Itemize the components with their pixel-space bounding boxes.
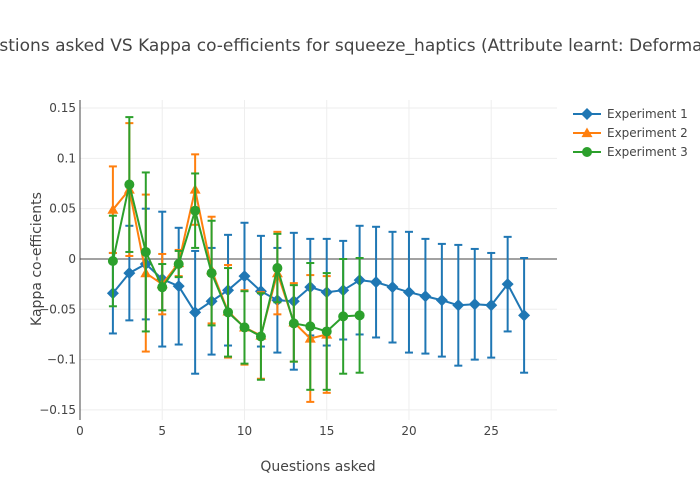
y-tick-label: 0.05 (49, 202, 76, 216)
legend-item-3[interactable]: Experiment 3 (573, 145, 688, 159)
legend-marker (582, 147, 592, 157)
data-point (107, 204, 119, 214)
data-point (468, 298, 481, 311)
data-point (173, 259, 184, 270)
data-point (485, 299, 498, 312)
series-line (112, 262, 525, 316)
legend-marker (581, 108, 593, 120)
data-point (338, 311, 349, 322)
data-point (255, 331, 266, 342)
legend-marker (581, 127, 593, 138)
legend-item-2[interactable]: Experiment 2 (573, 126, 688, 140)
y-axis-title: Kappa co-efficients (29, 192, 45, 326)
chart-title: Questions asked VS Kappa co-efficients f… (0, 36, 700, 56)
series-line (111, 184, 360, 338)
data-point (452, 299, 465, 312)
data-point (107, 256, 118, 267)
y-tick-label: −0.05 (39, 302, 76, 316)
legend-item-1[interactable]: Experiment 1 (573, 107, 688, 121)
y-tick-label: −0.15 (39, 403, 76, 417)
data-point (238, 270, 251, 283)
data-point (402, 286, 415, 299)
y-tick-label: 0.1 (57, 151, 76, 165)
x-axis-title: Questions asked (260, 459, 375, 475)
series-1 (106, 207, 531, 375)
tick-labels-layer: −0.15 −0.1 −0.05 0 0.05 0.1 0.15 0 5 10 15 20 25 (39, 101, 499, 438)
data-point (419, 290, 432, 303)
data-point (123, 267, 136, 280)
data-point (206, 268, 217, 279)
data-point (321, 326, 332, 337)
x-tick-label: 20 (401, 424, 416, 438)
data-point (172, 280, 185, 293)
data-point (223, 307, 234, 318)
data-point (189, 306, 202, 319)
data-point (501, 278, 514, 291)
x-tick-label: 15 (319, 424, 334, 438)
y-tick-label: 0.15 (49, 101, 76, 115)
series-3 (107, 116, 365, 391)
legend[interactable]: Experiment 1 Experiment 2 Experiment 3 (573, 107, 688, 159)
legend-label: Experiment 3 (607, 145, 688, 159)
data-point (354, 310, 365, 321)
data-point (370, 276, 383, 289)
data-point (157, 282, 168, 293)
data-point (386, 281, 399, 294)
x-tick-label: 10 (237, 424, 252, 438)
grid-layer (80, 100, 557, 420)
x-tick-label: 25 (484, 424, 499, 438)
data-point (190, 205, 201, 216)
data-point (272, 263, 283, 274)
data-point (518, 309, 531, 322)
data-point (288, 318, 299, 329)
x-tick-label: 0 (76, 424, 84, 438)
data-point (124, 179, 135, 190)
y-tick-label: −0.1 (47, 353, 76, 367)
data-point (435, 294, 448, 307)
x-tick-label: 5 (158, 424, 166, 438)
data-point (239, 322, 250, 333)
y-tick-label: 0 (68, 252, 76, 266)
data-point (305, 321, 316, 332)
data-point (140, 246, 151, 257)
series-layer (106, 116, 531, 403)
legend-label: Experiment 2 (607, 126, 688, 140)
legend-label: Experiment 1 (607, 107, 688, 121)
